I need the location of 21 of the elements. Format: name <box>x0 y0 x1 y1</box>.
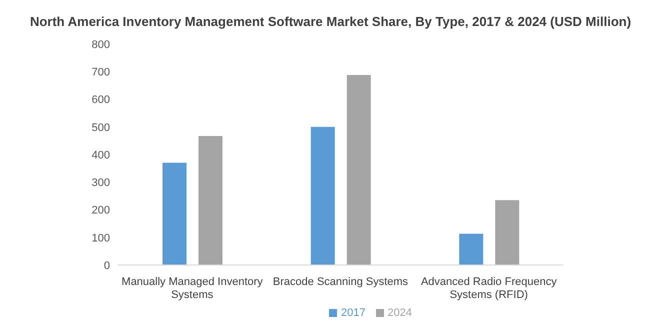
bar <box>459 234 484 265</box>
bar <box>346 74 371 265</box>
bar <box>198 136 222 265</box>
bar <box>162 162 186 265</box>
bar <box>495 200 520 265</box>
legend-label: 2024 <box>388 307 412 319</box>
y-tick-label: 600 <box>92 94 110 106</box>
chart-title: North America Inventory Management Software Market Share, By Type, 2017 & 2024 (USD Million) <box>28 13 632 31</box>
y-tick-label: 200 <box>92 204 110 217</box>
y-tick-label: 0 <box>104 260 110 272</box>
x-tick-label: Bracode Scanning Systems <box>272 276 409 288</box>
y-tick-label: 500 <box>92 122 110 134</box>
legend-label: 2017 <box>341 307 366 319</box>
y-tick-label: 100 <box>92 232 110 244</box>
y-tick-label: 800 <box>92 38 110 51</box>
y-tick-label: 700 <box>92 66 110 79</box>
bar <box>310 126 335 265</box>
x-tick-label: Manually Managed Inventory Systems <box>122 276 264 301</box>
x-tick-label: Advanced Radio Frequency Systems (RFID) <box>420 276 558 301</box>
y-tick-label: 300 <box>92 177 110 190</box>
y-tick-label: 400 <box>92 149 110 162</box>
